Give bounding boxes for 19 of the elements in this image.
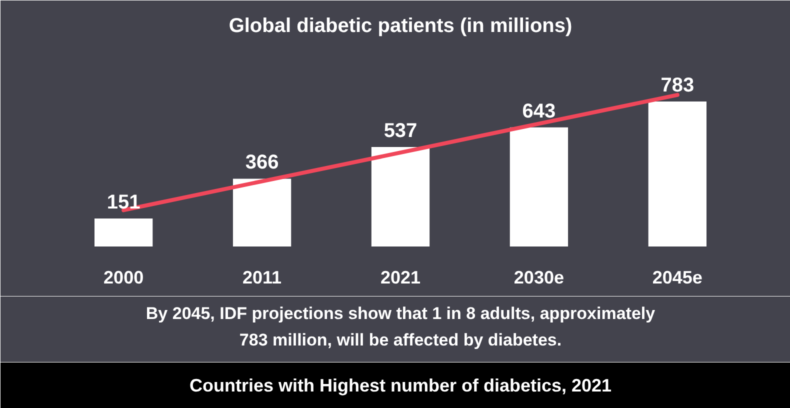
x-tick-label: 2011 — [242, 268, 282, 288]
text: 783 million, will be affected by diabetes. — [239, 330, 562, 350]
bar — [510, 127, 568, 246]
x-tick-label: 2045e — [652, 268, 702, 288]
chart-title: Global diabetic patients (in millions) — [228, 15, 572, 37]
bar — [371, 147, 430, 246]
x-tick-label: 2030e — [514, 268, 564, 288]
bar — [94, 218, 153, 246]
data-label: 643 — [522, 100, 556, 122]
data-label: 151 — [106, 192, 140, 214]
data-label: 537 — [384, 120, 418, 142]
bar — [232, 178, 292, 246]
x-tick-label: 2000 — [104, 268, 144, 288]
text: By 2045, IDF projections show that 1 in 8 adults, approximately — [146, 304, 656, 324]
data-label: 366 — [245, 152, 279, 174]
bar — [648, 101, 706, 246]
data-label: 783 — [660, 74, 694, 96]
x-tick-label: 2021 — [380, 268, 421, 288]
text: Countries with Highest number of diabetics, 2021 — [189, 376, 612, 396]
